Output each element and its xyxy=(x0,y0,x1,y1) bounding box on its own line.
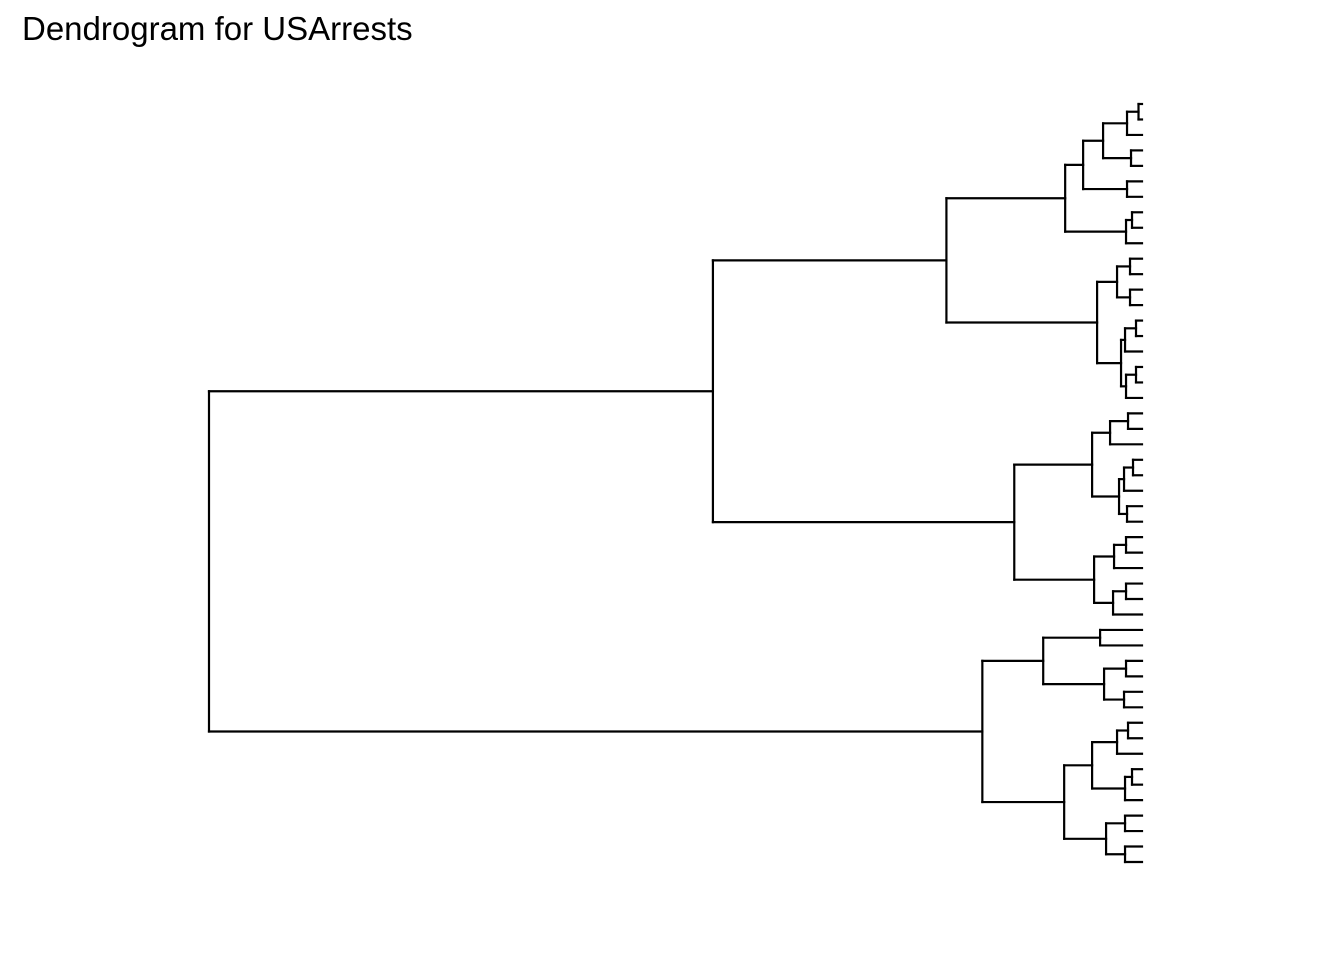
dendrogram-tree xyxy=(207,102,1144,864)
chart-title: Dendrogram for USArrests xyxy=(22,10,413,47)
